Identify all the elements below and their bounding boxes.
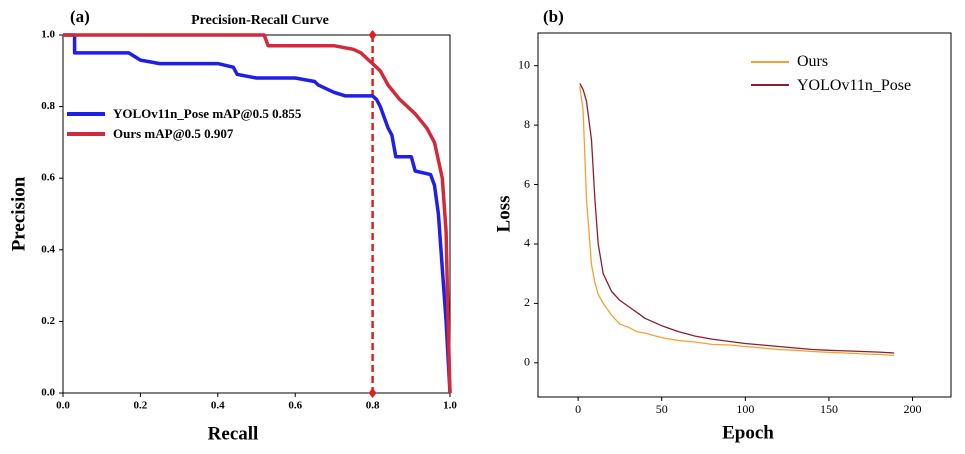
panel-label: (b) [543, 7, 564, 26]
y-tick-label: 0.0 [41, 387, 55, 399]
legend-entry: Ours [751, 53, 911, 71]
y-tick-label: 6 [524, 176, 530, 190]
y-tick-label: 0.8 [41, 100, 55, 112]
legend-swatch [751, 60, 789, 63]
series-line [579, 83, 895, 354]
y-tick-label: 0.2 [41, 315, 55, 327]
x-tick-label: 0.8 [366, 400, 380, 412]
x-tick-label: 100 [736, 402, 754, 416]
reference-marker [368, 388, 377, 398]
x-tick-label: 150 [820, 402, 838, 416]
y-tick-label: 0.6 [41, 172, 55, 184]
legend-entry: YOLOv11n_Pose mAP@0.5 0.855 [67, 105, 302, 121]
x-tick-label: 0.4 [211, 400, 225, 412]
legend-swatch [67, 132, 105, 137]
x-tick-label: 0 [575, 402, 581, 416]
legend-swatch [751, 84, 789, 87]
legend-label: Ours [797, 53, 829, 70]
legend: YOLOv11n_Pose mAP@0.5 0.855 Ours mAP@0.5 … [67, 105, 302, 148]
legend-entry: Ours mAP@0.5 0.907 [67, 125, 302, 141]
legend-entry: YOLOv11n_Pose [751, 77, 911, 95]
x-tick-label: 1.0 [443, 400, 457, 412]
y-tick-label: 2 [524, 295, 530, 309]
x-axis-label: Recall [208, 423, 259, 444]
legend-label: YOLOv11n_Pose mAP@0.5 0.855 [113, 105, 302, 121]
y-tick-label: 0 [524, 355, 530, 369]
series-line [63, 33, 452, 394]
legend: Ours YOLOv11n_Pose [751, 53, 911, 100]
x-tick-label: 0.6 [288, 400, 302, 412]
y-tick-label: 4 [524, 236, 530, 250]
y-tick-label: 1.0 [41, 29, 55, 41]
legend-label: YOLOv11n_Pose [797, 76, 912, 94]
y-tick-label: 8 [524, 117, 530, 131]
series-line [63, 33, 452, 394]
x-axis-label: Epoch [722, 422, 774, 443]
x-tick-label: 0.2 [134, 400, 148, 412]
legend-label: Ours mAP@0.5 0.907 [113, 125, 234, 141]
x-tick-label: 50 [656, 402, 668, 416]
series-line [579, 86, 895, 357]
x-tick-label: 0.0 [56, 400, 70, 412]
y-axis-label: Loss [493, 196, 514, 233]
y-tick-label: 10 [518, 57, 530, 71]
chart-title: Precision-Recall Curve [191, 13, 329, 28]
reference-marker [368, 30, 377, 40]
plot-frame [537, 32, 952, 398]
y-axis-label: Precision [8, 176, 29, 251]
legend-swatch [67, 111, 105, 116]
y-tick-label: 0.4 [41, 243, 55, 255]
panel-label: (a) [70, 7, 90, 26]
x-tick-label: 200 [904, 402, 922, 416]
